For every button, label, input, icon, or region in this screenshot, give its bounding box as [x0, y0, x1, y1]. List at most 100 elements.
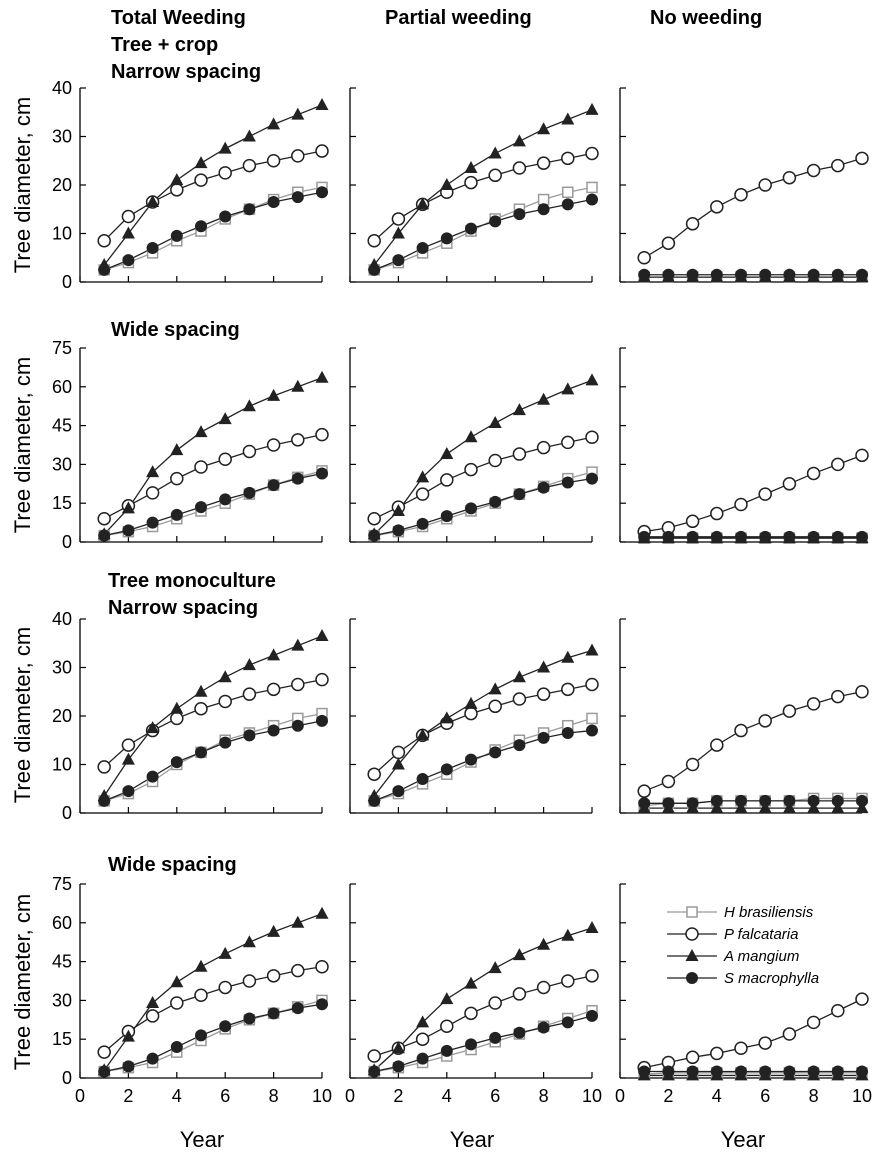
- panel-r2-c2-series-sm-point: [561, 476, 574, 489]
- legend: H brasiliensis P falcataria A mangium S mac…: [667, 904, 819, 987]
- panel-r2-c2-series-am-point: [416, 470, 430, 483]
- panel-r1-c2-series-pf-point: [367, 234, 381, 248]
- panel-r3-c1-series-pf-point: [170, 711, 184, 726]
- panel-r1-c1-y-tick-label: 10: [52, 224, 72, 244]
- row-title-tree-monoculture: Tree monoculture: [108, 570, 276, 592]
- panel-r2-c3-series-sm-point: [783, 530, 796, 543]
- panel-r4-c1: 0 15 30 45 60 75 0 2 4 6 8 10: [52, 874, 332, 1106]
- panel-r4-c1-series-pf-point: [266, 969, 281, 983]
- panel-r4-c3-series-sm-point: [662, 1065, 675, 1078]
- panel-r3-c2-series-sm-point: [489, 746, 502, 759]
- panel-r4-c1-x-tick-label: 8: [269, 1086, 279, 1106]
- panel-r3-c1-series-sm-point: [267, 724, 280, 737]
- panel-r3-c2-series-sm-point: [416, 773, 429, 786]
- panel-r3-c1-series-pf-point: [194, 701, 208, 716]
- panel-r2-c1-series-sm-point: [146, 516, 159, 529]
- panel-r3-c1-series-am-point: [170, 701, 184, 714]
- panel-r2-c1-series-am-point: [170, 443, 184, 456]
- panel-r2-c1-series-am-point: [315, 370, 329, 383]
- panel-r3-c2-series-am-point: [488, 682, 502, 695]
- panel-r1-c3-series-sm-point: [856, 268, 868, 281]
- panel-r4-c2-series-pf-point: [536, 980, 551, 995]
- panel-r4-c1-series-sm-line: [104, 1003, 323, 1073]
- panel-r2-c2-series-am-point: [537, 392, 551, 405]
- panel-r4-c2-series-pf-point: [512, 987, 527, 1001]
- panel-r2-c3-series-pf-point: [734, 497, 748, 512]
- panel-r4-c2-series-sm-point: [440, 1044, 453, 1057]
- panel-r3-c1-series-am-point: [218, 670, 232, 683]
- panel-r4-c1-series-pf-point: [291, 963, 305, 978]
- panel-r1-c2-series-hb-point: [537, 193, 550, 206]
- panel-r4-c1-series-am-point: [291, 915, 305, 928]
- panel-r4-c1-series-hb-line: [104, 999, 323, 1073]
- panel-r2-c2-series-pf-point: [367, 511, 381, 526]
- panel-r3-c3-series-pf-point: [806, 697, 821, 711]
- panel-r3-c1-y-tick-label: 20: [52, 706, 72, 726]
- panel-r3-c2-series-pf-point: [488, 699, 502, 714]
- panel-r3-c3-series-sm-point: [807, 794, 820, 807]
- panel-r1-c1: 0 10 20 30 40: [52, 78, 329, 292]
- panel-r1-c3-series-pf-point: [637, 251, 651, 265]
- panel-r4-c2-series-sm-point: [489, 1031, 502, 1044]
- x-axis-label-col-3: Year: [721, 1127, 765, 1152]
- panel-r1-c1-series-sm-point: [170, 229, 183, 242]
- panel-r1-c2-series-pf-point: [391, 212, 406, 226]
- panel-r4-c1-series-am-point: [121, 1029, 135, 1042]
- panel-r4-c3-series-pf-line: [644, 998, 863, 1069]
- panel-r1-c1-series-sm-point: [291, 191, 304, 204]
- panel-r1-c1-series-sm-point: [122, 254, 135, 267]
- panel-r2-c2-series-sm-point: [586, 472, 598, 485]
- panel-r3-c1-series-pf-point: [291, 677, 305, 692]
- panel-r1-c2-series-am-line: [373, 109, 593, 266]
- panel-r2-c2-series-am-point: [488, 416, 502, 429]
- panel-r3-c1-series-sm-point: [170, 756, 183, 769]
- panel-r2-c1-series-sm-line: [104, 472, 323, 537]
- panel-r3-c2-series-am-point: [537, 660, 551, 673]
- y-axis-label-row-4: Tree diameter, cm: [10, 894, 35, 1070]
- panel-r1-c2-series-am-point: [488, 146, 502, 159]
- panel-r2-c1-y-tick-label: 30: [52, 454, 72, 474]
- panel-r3-c3-series-sm-point: [856, 794, 868, 807]
- panel-r4-c3-series-pf-point: [685, 1050, 700, 1065]
- panel-r3-c3-series-sm-point: [759, 794, 772, 807]
- panel-r4-c1-x-tick-label: 4: [172, 1086, 182, 1106]
- panel-r4-c1-series-pf-point: [145, 1009, 160, 1023]
- panel-r1-c1-series-hb-line: [104, 186, 323, 271]
- panel-r3-c3-series-pf-line: [643, 691, 863, 792]
- panel-r3-c1: 0 10 20 30 40: [52, 609, 329, 823]
- panel-r3-c1-series-am-point: [146, 721, 160, 734]
- panel-r4-c1-series-sm-point: [122, 1060, 135, 1073]
- panel-r4-c1-x-tick-label: 6: [220, 1086, 230, 1106]
- panel-r1-c1-series-am-point: [121, 226, 135, 239]
- panel-r3-c3-series-am-point: [831, 801, 845, 814]
- panel-r1-c1-series-sm-point: [267, 195, 280, 208]
- panel-r3-c1-series-sm-point: [243, 729, 256, 742]
- panel-r3-c2-series-pf-line: [373, 683, 593, 775]
- panel-r2-c1-series-sm-point: [267, 479, 280, 492]
- row-title-narrow-spacing-1: Narrow spacing: [111, 61, 261, 83]
- panel-r3-c3-series-sm-point: [831, 794, 844, 807]
- panel-r4-c3-x-tick-label: 8: [809, 1086, 819, 1106]
- panel-r4-c3-series-pf-point: [855, 992, 869, 1006]
- panel-r3-c3-series-am-point: [710, 801, 724, 814]
- panel-r4-c1-series-sm-point: [146, 1052, 159, 1065]
- panel-r1-c1-series-pf-point: [121, 209, 136, 224]
- row-title-tree-crop: Tree + crop: [111, 34, 218, 56]
- panel-r1-c1-series-am-point: [194, 156, 208, 169]
- panel-r1-c2-series-sm-line: [373, 198, 593, 271]
- panel-r1-c3-series-pf-point: [710, 200, 724, 214]
- panel-r3-c2-series-pf-point: [585, 677, 599, 692]
- panel-r1-c1-series-am-point: [315, 97, 329, 110]
- panel-r4-c2-series-pf-point: [488, 996, 502, 1010]
- panel-r3-c1-series-sm-point: [219, 736, 232, 749]
- panel-r2-c3-series-pf-point: [831, 457, 845, 472]
- panel-r2-c2-series-am-point: [561, 382, 575, 395]
- panel-r1-c1-y-tick-label: 20: [52, 175, 72, 195]
- panel-r1-c2-series-pf-point: [512, 161, 527, 175]
- panel-r4-c3-series-pf-point: [734, 1041, 748, 1056]
- panel-r4-c2-x-tick-label: 6: [490, 1086, 500, 1106]
- legend-pf-label: P falcataria: [724, 926, 798, 943]
- panel-r2-c2-series-pf-point: [440, 473, 454, 487]
- panel-r4-c3-x-tick-label: 2: [663, 1086, 673, 1106]
- panel-r4-c1-series-sm-point: [195, 1029, 207, 1042]
